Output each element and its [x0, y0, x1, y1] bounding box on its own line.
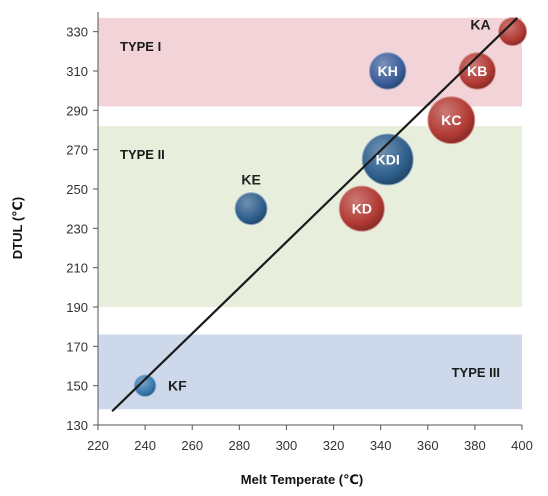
band-label-type-ii: TYPE II	[120, 147, 165, 162]
x-axis-title: Melt Temperate (℃)	[241, 472, 363, 487]
x-tick-label: 280	[228, 438, 250, 453]
y-tick-label: 310	[66, 64, 88, 79]
y-tick-label: 230	[66, 221, 88, 236]
band-type-i	[98, 17, 522, 107]
bubble-kc	[427, 96, 476, 145]
x-tick-label: 400	[511, 438, 533, 453]
bubble-label-kh: KH	[378, 63, 398, 79]
y-tick-label: 130	[66, 418, 88, 433]
bubble-labels: KA KB KC KD KDI KH KE KF	[168, 17, 491, 394]
y-tick-label: 250	[66, 182, 88, 197]
band-type-ii	[98, 126, 522, 307]
bubble-label-kb: KB	[467, 63, 487, 79]
y-tick-label: 330	[66, 25, 88, 40]
band-label-type-i: TYPE I	[120, 39, 161, 54]
bubble-kd	[338, 185, 385, 232]
trendline	[111, 17, 519, 413]
bubble-label-kdi: KDI	[376, 152, 400, 168]
y-tick-label: 290	[66, 103, 88, 118]
bubble-ka	[498, 17, 528, 47]
bubble-label-kc: KC	[441, 112, 461, 128]
bubble-kb	[458, 52, 496, 90]
y-tick-label: 170	[66, 339, 88, 354]
y-tick-label: 150	[66, 379, 88, 394]
bubble-ke	[234, 192, 268, 226]
y-tick-label: 190	[66, 300, 88, 315]
bubble-kdi	[361, 133, 414, 186]
x-tick-label: 360	[417, 438, 439, 453]
y-tick-label: 270	[66, 143, 88, 158]
bubbles	[133, 17, 528, 398]
band-type-iii	[98, 334, 522, 410]
bubble-kh	[368, 52, 407, 90]
x-tick-label: 380	[464, 438, 486, 453]
x-tick-label: 320	[323, 438, 345, 453]
bubble-label-ka: KA	[470, 17, 490, 33]
y-axis-title: DTUL (℃)	[10, 197, 25, 259]
trendline-layer	[111, 17, 519, 413]
axes: 220 240 260 280 300 320 340 360 380 400 130 150 170 1…	[66, 12, 533, 453]
x-tick-label: 300	[276, 438, 298, 453]
y-tick-label: 210	[66, 261, 88, 276]
type-bands	[98, 17, 522, 410]
bubble-label-kd: KD	[352, 201, 372, 217]
bubble-label-ke: KE	[241, 172, 260, 188]
x-tick-label: 260	[181, 438, 203, 453]
bubble-kf	[133, 374, 157, 398]
band-labels: TYPE I TYPE II TYPE III	[120, 39, 500, 380]
x-tick-label: 240	[134, 438, 156, 453]
x-tick-label: 340	[370, 438, 392, 453]
x-tick-label: 220	[87, 438, 109, 453]
bubble-label-kf: KF	[168, 378, 187, 394]
band-label-type-iii: TYPE III	[452, 365, 500, 380]
